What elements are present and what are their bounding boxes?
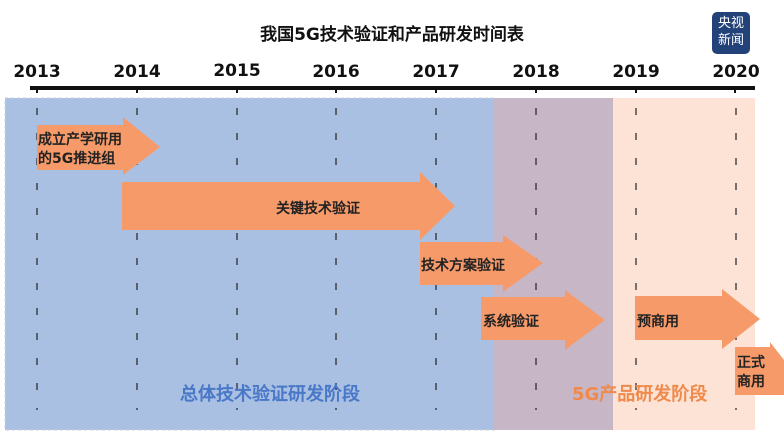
- arrow-promotion-group: [37, 117, 160, 175]
- arrow-commercial: [735, 342, 784, 395]
- year-2014: 2014: [113, 62, 160, 82]
- arrow-pre-commercial: [635, 289, 760, 349]
- arrow-label-promotion-line1: 成立产学研用: [38, 131, 122, 148]
- arrow-key-tech-verification: [122, 172, 455, 240]
- diagram-title: 我国5G技术验证和产品研发时间表: [260, 24, 525, 45]
- arrow-label-system: 系统验证: [483, 313, 539, 330]
- year-2013: 2013: [13, 62, 60, 82]
- cctv-news-logo: 央视新闻: [712, 12, 750, 54]
- arrow-tech-scheme-verification: [420, 235, 543, 292]
- year-labels: 2013 2014 2015 2016 2017 2018 2019 2020: [13, 61, 759, 82]
- axis-line: [30, 86, 755, 90]
- year-2016: 2016: [312, 62, 359, 82]
- product-development-region: [613, 98, 755, 430]
- arrow-label-commercial-line1: 正式: [737, 354, 765, 371]
- arrow-label-pre-commercial: 预商用: [637, 313, 679, 330]
- year-2017: 2017: [412, 62, 459, 82]
- arrow-label-promotion-line2: 的5G推进组: [38, 150, 115, 167]
- phase-label-technical: 总体技术验证研发阶段: [180, 383, 361, 405]
- phase-label-product: 5G产品研发阶段: [572, 383, 708, 405]
- year-2018: 2018: [512, 62, 559, 82]
- logo-text: 央视新闻: [718, 16, 745, 48]
- year-2020: 2020: [712, 62, 759, 82]
- arrow-label-key-tech: 关键技术验证: [276, 200, 360, 217]
- year-2015: 2015: [213, 61, 260, 81]
- arrow-label-commercial-line2: 商用: [737, 373, 765, 390]
- year-2019: 2019: [612, 62, 659, 82]
- arrow-system-verification: [481, 290, 605, 350]
- axis-ticks: [36, 88, 736, 93]
- arrow-label-tech-scheme: 技术方案验证: [421, 257, 505, 274]
